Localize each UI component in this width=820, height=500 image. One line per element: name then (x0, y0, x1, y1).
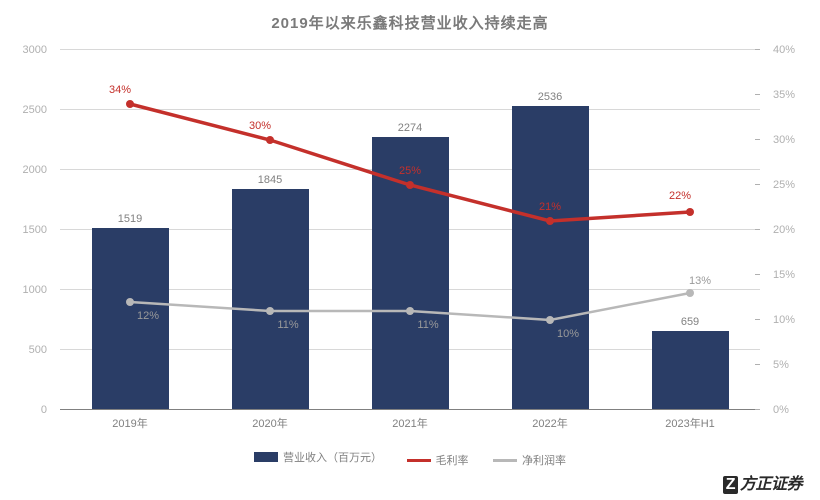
x-category-label: 2019年 (112, 415, 147, 431)
series-marker (266, 136, 274, 144)
legend-label-line2: 净利润率 (522, 452, 566, 468)
legend: 营业收入（百万元） 毛利率 净利润率 (0, 449, 820, 469)
series-value-label: 13% (689, 275, 711, 287)
x-axis-labels: 2019年 2020年 2021年 2022年 2023年H1 (60, 415, 760, 435)
y-right-tickmark (755, 139, 760, 140)
legend-item-line1: 毛利率 (407, 452, 469, 468)
series-marker (406, 181, 414, 189)
y-right-tickmark (755, 49, 760, 50)
y-left-tick: 500 (29, 344, 47, 356)
y-right-tickmark (755, 319, 760, 320)
y-right-tick: 15% (773, 269, 795, 281)
watermark-icon: Z (723, 476, 738, 494)
y-right-tick: 0% (773, 404, 789, 416)
x-category-label: 2022年 (532, 415, 567, 431)
y-left-tick: 2000 (23, 164, 47, 176)
y-right-tickmark (755, 274, 760, 275)
series-line (130, 104, 690, 221)
series-marker (686, 208, 694, 216)
y-left-tick: 0 (41, 404, 47, 416)
y-left-tick: 2500 (23, 104, 47, 116)
series-marker (126, 298, 134, 306)
series-value-label: 25% (399, 165, 421, 177)
series-value-label: 12% (137, 310, 159, 322)
legend-item-line2: 净利润率 (493, 452, 566, 468)
watermark: Z方正证券 (723, 470, 802, 494)
y-right-tickmark (755, 184, 760, 185)
y-left-tick: 1500 (23, 224, 47, 236)
series-marker (126, 100, 134, 108)
x-baseline (60, 409, 760, 410)
y-right-tickmark (755, 409, 760, 410)
series-value-label: 22% (669, 190, 691, 202)
series-value-label: 10% (557, 328, 579, 340)
chart-container: 2019年以来乐鑫科技营业收入持续走高 0 500 1000 1500 2000 2500… (0, 0, 820, 500)
series-value-label: 21% (539, 201, 561, 213)
y-left-tick: 3000 (23, 44, 47, 56)
series-line (130, 293, 690, 320)
series-value-label: 11% (277, 319, 298, 331)
y-right-tick: 10% (773, 314, 795, 326)
legend-label-line1: 毛利率 (436, 452, 469, 468)
series-value-label: 30% (249, 120, 271, 132)
series-marker (546, 217, 554, 225)
series-marker (406, 307, 414, 315)
y-axis-left: 050010001500200025003000 (0, 50, 55, 410)
legend-label-bars: 营业收入（百万元） (283, 449, 382, 465)
legend-swatch-line2 (493, 459, 517, 462)
y-right-tick: 35% (773, 89, 795, 101)
series-marker (546, 316, 554, 324)
x-category-label: 2020年 (252, 415, 287, 431)
y-right-tick: 5% (773, 359, 789, 371)
series-marker (686, 289, 694, 297)
series-value-label: 11% (417, 319, 438, 331)
y-axis-right: 0%5%10%15%20%25%30%35%40% (765, 50, 820, 410)
y-right-tickmark (755, 364, 760, 365)
legend-swatch-bar (254, 452, 278, 462)
y-right-tickmark (755, 229, 760, 230)
plot-area: 1519184522742536659 34%30%25%21%22%12%11… (60, 50, 760, 410)
chart-title: 2019年以来乐鑫科技营业收入持续走高 (0, 12, 820, 33)
y-right-tick: 20% (773, 224, 795, 236)
y-right-tick: 40% (773, 44, 795, 56)
y-right-tickmark (755, 94, 760, 95)
legend-item-bars: 营业收入（百万元） (254, 449, 382, 465)
series-value-label: 34% (109, 84, 131, 96)
y-left-tick: 1000 (23, 284, 47, 296)
y-right-tick: 30% (773, 134, 795, 146)
y-right-tick: 25% (773, 179, 795, 191)
x-category-label: 2023年H1 (665, 415, 715, 431)
legend-swatch-line1 (407, 459, 431, 462)
watermark-text: 方正证券 (740, 476, 802, 493)
x-category-label: 2021年 (392, 415, 427, 431)
line-layer (60, 50, 760, 410)
series-marker (266, 307, 274, 315)
